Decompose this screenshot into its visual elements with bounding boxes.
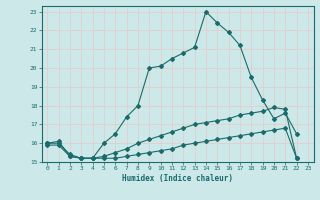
X-axis label: Humidex (Indice chaleur): Humidex (Indice chaleur) [122,174,233,183]
